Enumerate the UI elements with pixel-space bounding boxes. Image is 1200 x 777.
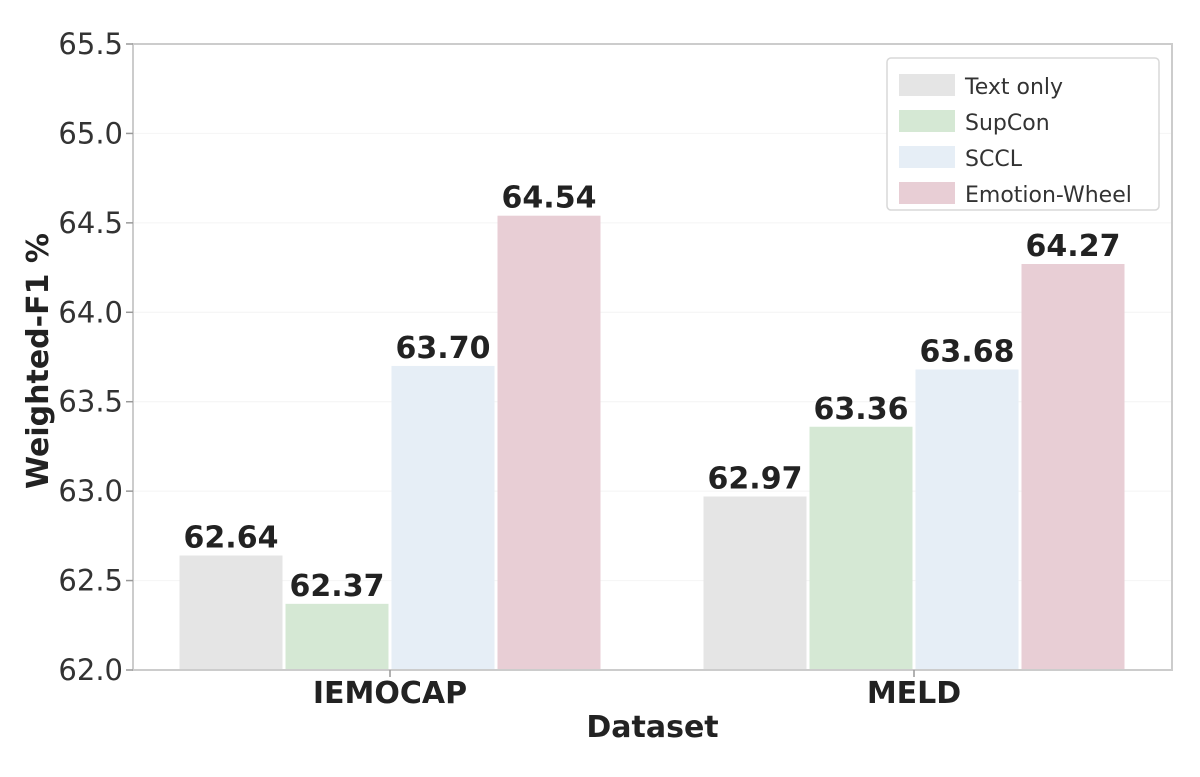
grid-lines xyxy=(133,43,1172,671)
bar xyxy=(1021,263,1125,670)
y-axis-title: Weighted-F1 % xyxy=(21,233,56,489)
data-labels: 62.64 62.37 63.70 64.54 62.97 63.36 63.68 64.27 xyxy=(184,181,1121,604)
data-label: 63.68 xyxy=(920,335,1015,370)
bar xyxy=(179,555,283,670)
plot-frame xyxy=(132,43,1173,671)
y-tick-label: 62.0 xyxy=(58,653,123,687)
legend-label: SupCon xyxy=(965,111,1050,136)
legend-label: Emotion-Wheel xyxy=(965,183,1132,208)
x-axis-ticks: IEMOCAP MELD xyxy=(313,670,961,711)
data-label: 64.27 xyxy=(1026,229,1121,264)
y-tick-label: 65.5 xyxy=(58,27,123,61)
data-label: 62.64 xyxy=(184,521,279,556)
y-tick-label: 62.5 xyxy=(58,564,123,598)
bars xyxy=(179,215,1125,670)
y-tick-label: 64.0 xyxy=(58,295,123,329)
bar xyxy=(285,603,389,670)
data-label: 63.70 xyxy=(396,331,491,366)
bar xyxy=(809,426,913,670)
y-tick-label: 63.5 xyxy=(58,385,123,419)
data-label: 63.36 xyxy=(814,392,909,427)
data-label: 62.97 xyxy=(708,462,803,497)
legend-label: SCCL xyxy=(965,147,1023,172)
data-label: 62.37 xyxy=(290,569,385,604)
legend-label: Text only xyxy=(964,75,1063,100)
legend-swatch xyxy=(899,110,955,132)
bar xyxy=(703,496,807,670)
data-label: 64.54 xyxy=(502,181,597,216)
x-tick-label: IEMOCAP xyxy=(313,676,467,711)
legend: Text only SupCon SCCL Emotion-Wheel xyxy=(886,57,1160,211)
bar xyxy=(915,369,1019,670)
legend-swatch xyxy=(899,74,955,96)
bar xyxy=(391,365,495,670)
y-tick-label: 63.0 xyxy=(58,474,123,508)
y-tick-label: 65.0 xyxy=(58,116,123,150)
x-axis-title: Dataset xyxy=(586,710,718,745)
legend-swatch xyxy=(899,182,955,204)
x-tick-label: MELD xyxy=(867,676,961,711)
y-axis-ticks: 62.0 62.5 63.0 63.5 64.0 64.5 65.0 65.5 xyxy=(58,27,133,687)
legend-swatch xyxy=(899,146,955,168)
y-tick-label: 64.5 xyxy=(58,206,123,240)
bar xyxy=(497,215,601,670)
